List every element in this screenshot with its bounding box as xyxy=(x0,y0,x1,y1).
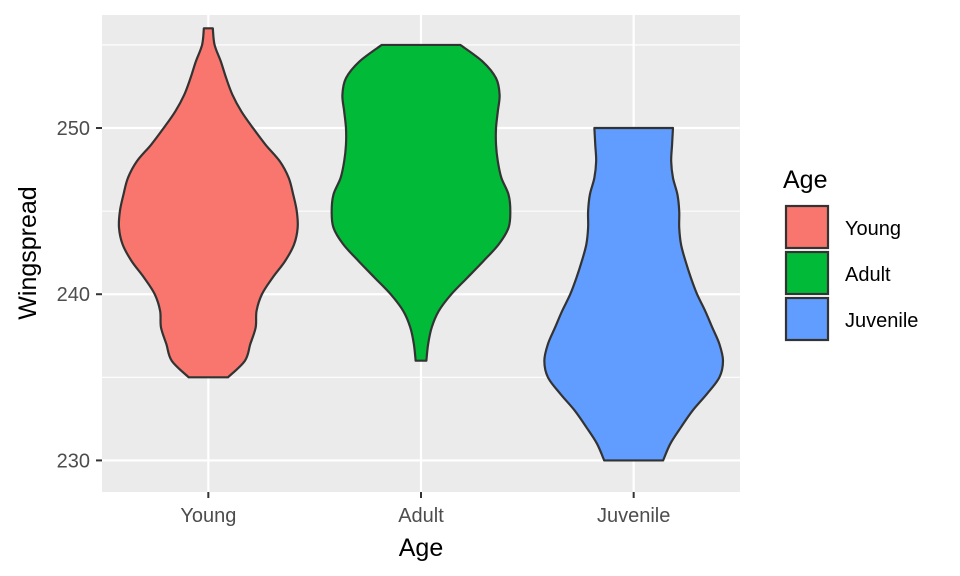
x-axis: Young Adult Juvenile xyxy=(180,492,670,527)
violin-young xyxy=(117,27,299,379)
y-axis-title: Wingspread xyxy=(14,186,42,319)
x-tick-label: Adult xyxy=(398,505,444,527)
violin-adult xyxy=(330,43,512,362)
violins xyxy=(117,27,725,462)
y-tick-label: 230 xyxy=(57,450,90,472)
y-tick-label: 240 xyxy=(57,284,90,306)
legend-swatch-adult xyxy=(784,250,830,296)
x-axis-title: Age xyxy=(399,534,443,562)
legend-swatch-young xyxy=(784,204,830,250)
y-axis: 230 240 250 xyxy=(57,118,102,472)
legend-label-young: Young xyxy=(845,218,901,240)
x-tick-label: Young xyxy=(180,505,236,527)
legend: Age Young Adult Juvenile xyxy=(783,166,918,342)
y-tick-label: 250 xyxy=(57,118,90,140)
legend-label-adult: Adult xyxy=(845,264,891,286)
violin-juvenile xyxy=(543,126,725,462)
x-tick-label: Juvenile xyxy=(597,505,670,527)
legend-entries: Young Adult Juvenile xyxy=(784,204,918,342)
legend-swatch-juvenile xyxy=(784,296,830,342)
legend-title: Age xyxy=(783,166,827,194)
legend-label-juvenile: Juvenile xyxy=(845,310,918,332)
